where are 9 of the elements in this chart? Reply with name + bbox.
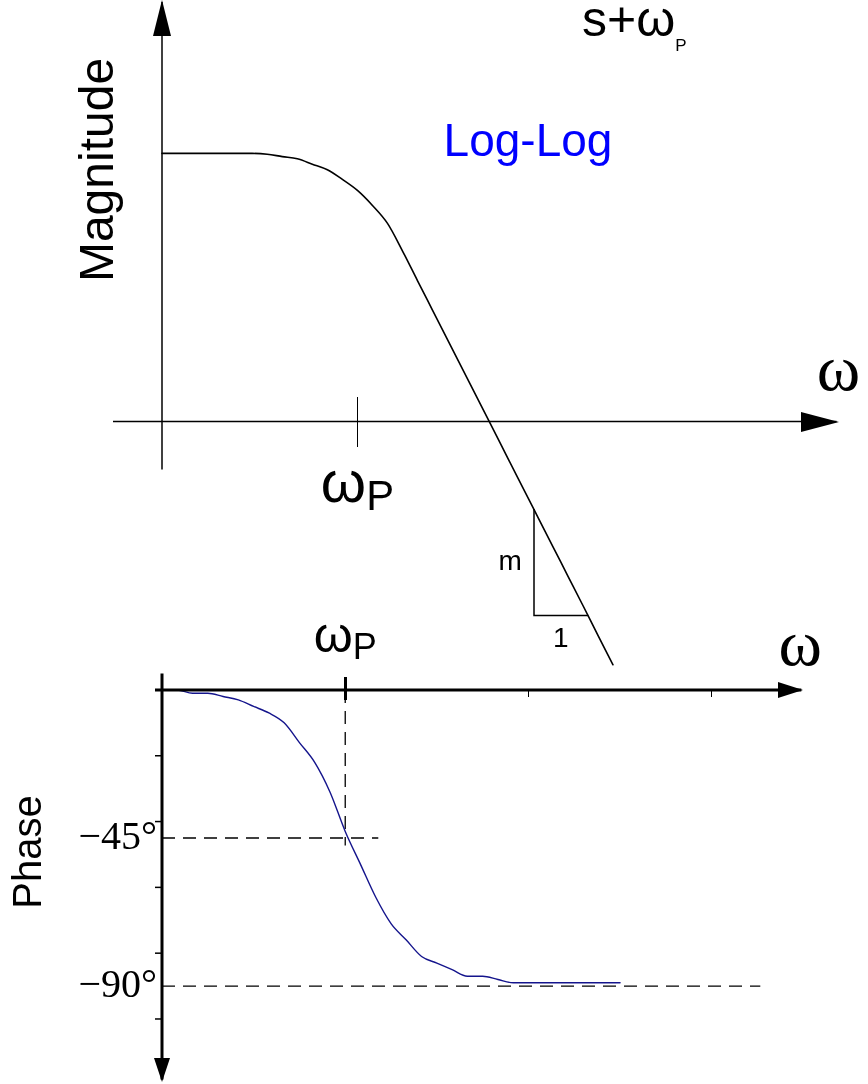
annotation: Log-Log (443, 113, 613, 166)
y-axis-title: Magnitude (70, 57, 124, 283)
annotation: 1 (553, 622, 569, 654)
y-axis-title: Phase (5, 795, 50, 909)
x-axis-title: ω (778, 605, 823, 679)
y-tick-label: −45° (78, 812, 158, 858)
x-axis-title: ω (816, 330, 861, 404)
annotation: m (498, 545, 522, 577)
y-tick-label: −90° (78, 960, 158, 1006)
